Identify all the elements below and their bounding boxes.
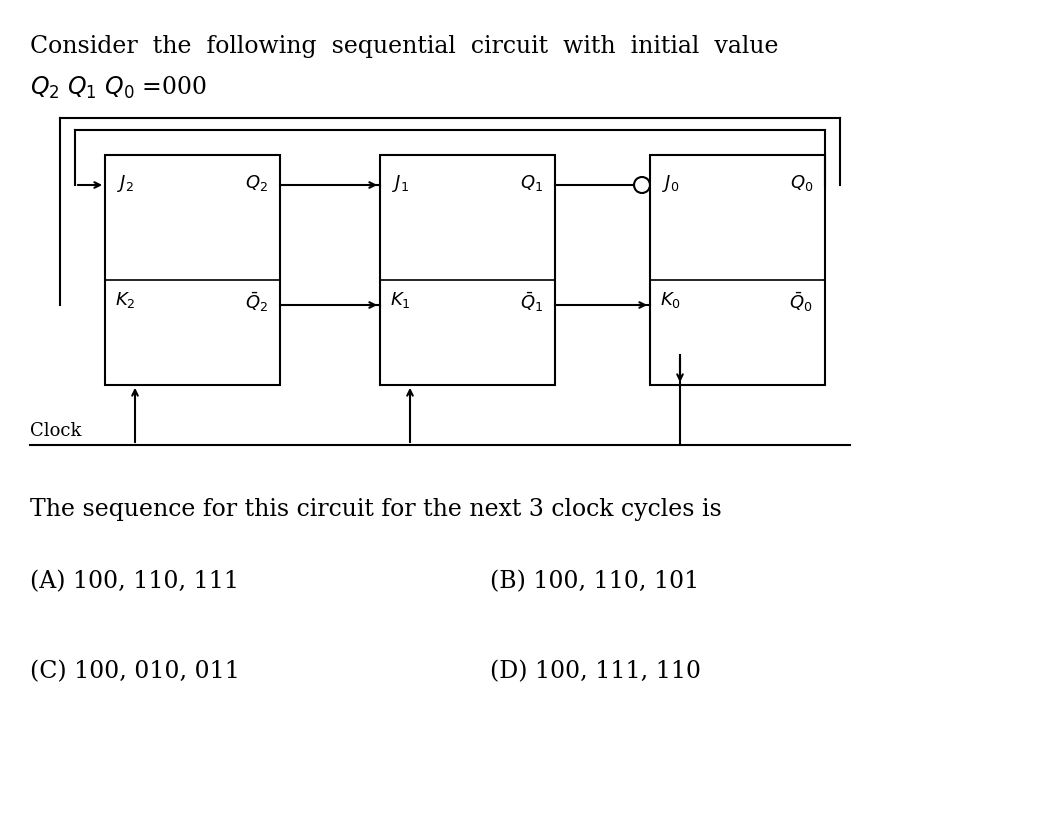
Text: The sequence for this circuit for the next 3 clock cycles is: The sequence for this circuit for the ne…	[30, 498, 722, 521]
Text: $J_2$: $J_2$	[117, 173, 134, 194]
Text: Consider  the  following  sequential  circuit  with  initial  value: Consider the following sequential circui…	[30, 35, 779, 58]
Text: $\bar{Q}_2$: $\bar{Q}_2$	[245, 290, 268, 314]
Text: (C) 100, 010, 011: (C) 100, 010, 011	[30, 660, 240, 683]
Text: (B) 100, 110, 101: (B) 100, 110, 101	[490, 570, 699, 593]
Bar	[650, 155, 825, 385]
Text: $\bar{Q}_0$: $\bar{Q}_0$	[789, 290, 813, 314]
Text: Clock: Clock	[30, 422, 82, 440]
Text: $K_1$: $K_1$	[390, 290, 411, 310]
Text: $\bar{Q}_1$: $\bar{Q}_1$	[519, 290, 543, 314]
Text: $Q_2$ $Q_1$ $Q_0$ =000: $Q_2$ $Q_1$ $Q_0$ =000	[30, 75, 207, 101]
Text: $K_0$: $K_0$	[660, 290, 681, 310]
Text: (A) 100, 110, 111: (A) 100, 110, 111	[30, 570, 239, 593]
Text: $Q_1$: $Q_1$	[520, 173, 543, 193]
Bar	[380, 155, 555, 385]
Bar	[104, 155, 280, 385]
Text: (D) 100, 111, 110: (D) 100, 111, 110	[490, 660, 701, 683]
Text: $Q_2$: $Q_2$	[246, 173, 268, 193]
Text: $J_0$: $J_0$	[661, 173, 679, 194]
Text: $K_2$: $K_2$	[115, 290, 136, 310]
Text: $J_1$: $J_1$	[392, 173, 410, 194]
Text: $Q_0$: $Q_0$	[790, 173, 813, 193]
